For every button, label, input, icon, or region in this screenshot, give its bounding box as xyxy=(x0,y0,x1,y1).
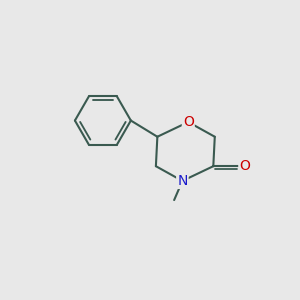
Text: O: O xyxy=(183,115,194,129)
Text: O: O xyxy=(239,159,250,173)
Text: N: N xyxy=(177,174,188,188)
